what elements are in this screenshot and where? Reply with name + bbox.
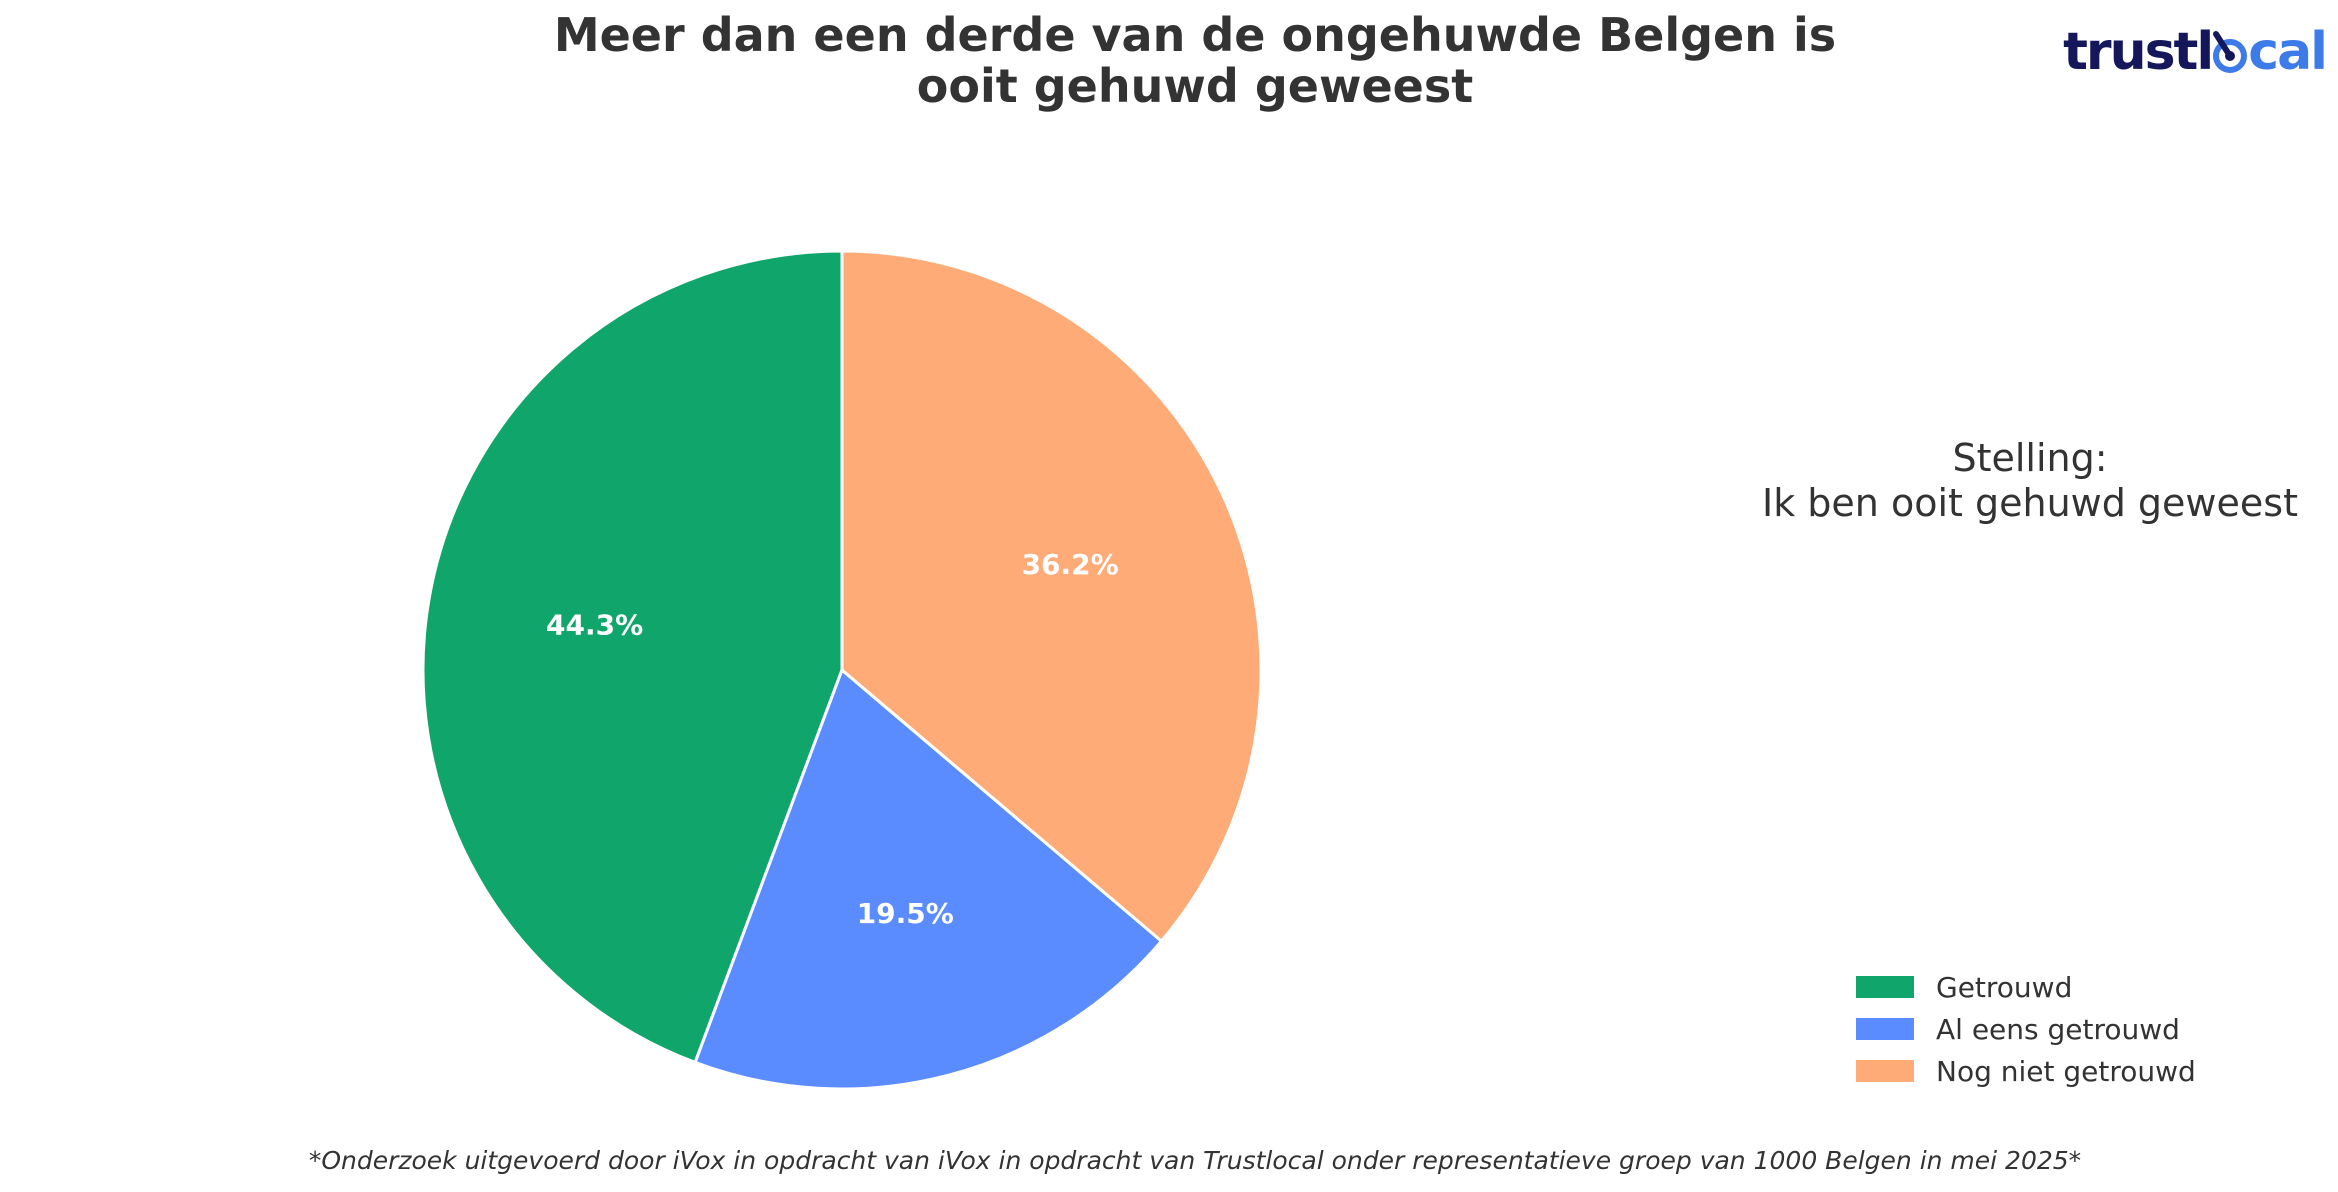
chart-title: Meer dan een derde van de ongehuwde Belg… <box>0 10 2338 112</box>
legend-label-getrouwd: Getrouwd <box>1936 970 2073 1004</box>
footnote: *Onderzoek uitgevoerd door iVox in opdra… <box>308 1146 2082 1175</box>
pie-slice-nog-niet-getrouwd <box>840 249 1263 944</box>
pie-value-label-al-eens-getrouwd: 19.5% <box>857 897 954 930</box>
legend-label-al-eens-getrouwd: Al eens getrouwd <box>1936 1012 2180 1046</box>
logo-location-pin-icon <box>2213 31 2248 73</box>
legend: Getrouwd Al eens getrouwd Nog niet getro… <box>1856 966 2196 1092</box>
pie-value-labels: 44.3% 19.5% 36.2% <box>546 548 1119 930</box>
statement-annotation: Stelling: Ik ben ooit gehuwd geweest <box>1660 436 2338 526</box>
legend-item-al-eens-getrouwd: Al eens getrouwd <box>1856 1008 2196 1050</box>
statement-line-1: Stelling: <box>1952 436 2108 480</box>
chart-title-line-2: ooit gehuwd geweest <box>916 59 1474 113</box>
statement-line-2: Ik ben ooit gehuwd geweest <box>1762 481 2298 525</box>
logo-text-trust: trust <box>2063 22 2198 82</box>
pie-slices <box>421 249 1263 1091</box>
legend-swatch-al-eens-getrouwd <box>1856 1018 1914 1040</box>
trustlocal-logo: trust l cal <box>2063 22 2328 82</box>
legend-label-nog-niet-getrouwd: Nog niet getrouwd <box>1936 1054 2196 1088</box>
legend-swatch-nog-niet-getrouwd <box>1856 1060 1914 1082</box>
pie-slice-getrouwd <box>421 249 844 1065</box>
legend-item-nog-niet-getrouwd: Nog niet getrouwd <box>1856 1050 2196 1092</box>
pie-value-label-nog-niet-getrouwd: 36.2% <box>1022 548 1119 581</box>
chart-title-line-1: Meer dan een derde van de ongehuwde Belg… <box>553 8 1837 62</box>
pie-slice-al-eens-getrouwd <box>693 667 1164 1091</box>
legend-swatch-getrouwd <box>1856 976 1914 998</box>
pie-value-label-getrouwd: 44.3% <box>546 609 643 642</box>
logo-text-cal: cal <box>2248 22 2328 82</box>
legend-item-getrouwd: Getrouwd <box>1856 966 2196 1008</box>
